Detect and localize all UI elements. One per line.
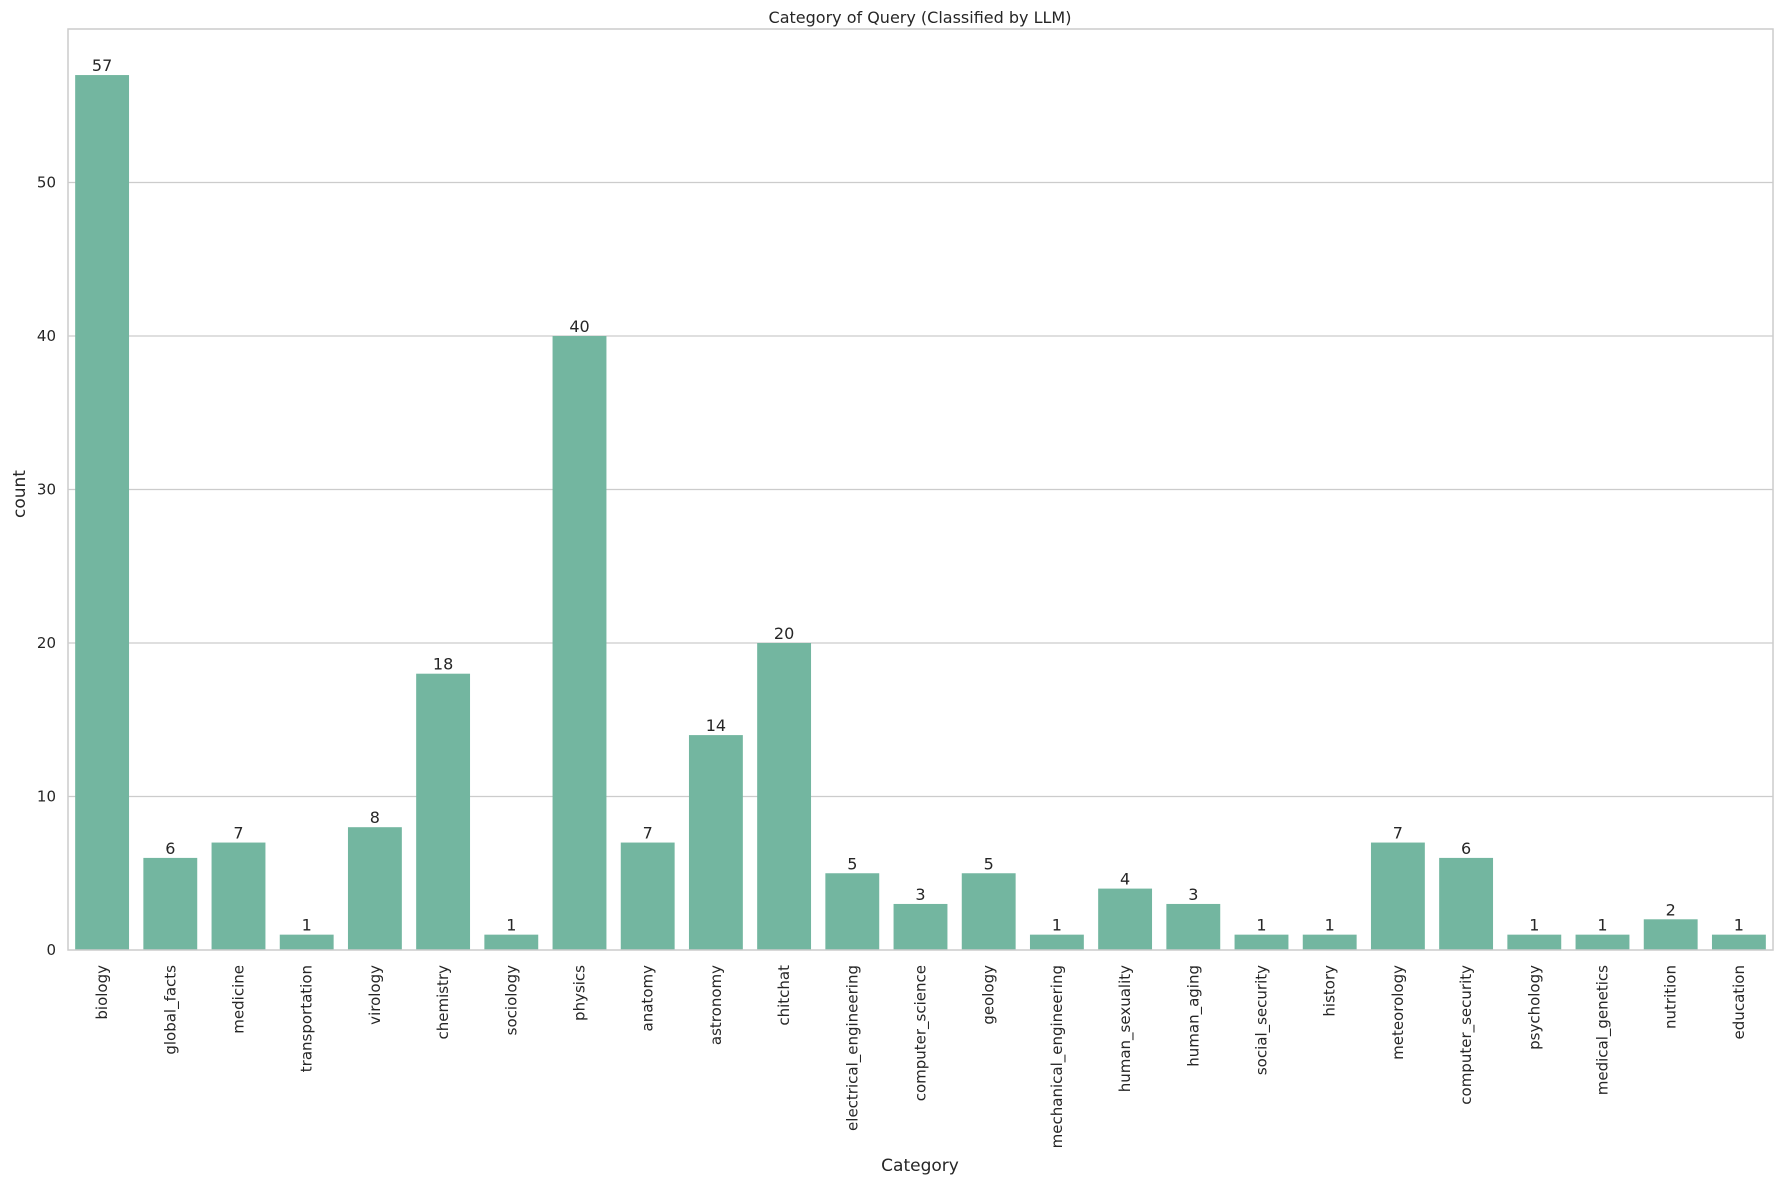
- bar: [279, 934, 334, 950]
- bar: [416, 673, 471, 950]
- x-tick-label: virology: [366, 965, 384, 1025]
- x-tick-label: sociology: [502, 965, 520, 1035]
- x-tick-label: electrical_engineering: [843, 965, 862, 1131]
- bar-value-label: 6: [1461, 839, 1471, 858]
- bars: [75, 75, 1766, 951]
- bar-value-label: 7: [643, 824, 653, 843]
- bar-value-label: 7: [233, 824, 243, 843]
- bar: [620, 842, 675, 950]
- x-tick-labels: biology global_facts medicine transportatio…: [93, 965, 1748, 1149]
- bar-value-label: 1: [506, 916, 516, 935]
- bar: [1098, 888, 1153, 950]
- bar-value-label: 3: [1188, 885, 1198, 904]
- bar-value-label: 1: [1734, 916, 1744, 935]
- x-tick-label: astronomy: [707, 965, 725, 1045]
- x-tick-label: medical_genetics: [1594, 965, 1613, 1095]
- bar: [961, 873, 1016, 950]
- x-tick-label: anatomy: [639, 965, 657, 1032]
- y-tick-label: 0: [46, 941, 56, 959]
- bar-value-label: 8: [370, 808, 380, 827]
- x-tick-label: chemistry: [434, 965, 452, 1040]
- y-axis-label: count: [10, 470, 30, 518]
- x-tick-label: biology: [93, 965, 111, 1020]
- bar-value-label: 4: [1120, 870, 1130, 889]
- bar: [1439, 857, 1494, 950]
- bar: [893, 903, 948, 950]
- bar: [552, 336, 607, 950]
- x-tick-label: education: [1730, 965, 1748, 1039]
- plot-border: [67, 28, 1774, 951]
- bar-value-label: 5: [984, 854, 994, 873]
- x-tick-label: medicine: [230, 965, 248, 1034]
- bar: [75, 75, 130, 951]
- bar-value-label: 1: [1256, 916, 1266, 935]
- x-tick-label: human_aging: [1184, 965, 1203, 1067]
- bar: [1507, 934, 1562, 950]
- bar-value-label: 7: [1393, 824, 1403, 843]
- y-tick-label: 20: [37, 634, 56, 652]
- bar-value-label: 2: [1666, 900, 1676, 919]
- y-tick-label: 50: [37, 174, 56, 192]
- y-tick-label: 30: [37, 481, 56, 499]
- x-axis-label: Category: [881, 1156, 959, 1176]
- x-tick-label: human_sexuality: [1116, 965, 1135, 1092]
- bar: [757, 643, 812, 950]
- bar-value-label: 1: [1325, 916, 1335, 935]
- bar: [347, 827, 402, 950]
- bar: [1711, 934, 1766, 950]
- bar: [1643, 919, 1698, 950]
- bar: [688, 735, 743, 950]
- bar: [1234, 934, 1289, 950]
- bar: [1029, 934, 1084, 950]
- x-tick-label: mechanical_engineering: [1048, 965, 1067, 1148]
- bar: [1370, 842, 1425, 950]
- x-tick-label: transportation: [298, 965, 316, 1072]
- bar-value-label: 5: [847, 854, 857, 873]
- bar-value-label: 40: [569, 317, 589, 336]
- bar-value-label: 57: [92, 56, 112, 75]
- y-tick-label: 40: [37, 327, 56, 345]
- bar-value-label: 6: [165, 839, 175, 858]
- bar-value-label: 3: [915, 885, 925, 904]
- x-tick-label: computer_security: [1457, 965, 1476, 1105]
- gridlines: [68, 181, 1773, 798]
- chart-title: Category of Query (Classified by LLM): [769, 8, 1072, 27]
- bar: [211, 842, 266, 950]
- x-tick-label: meteorology: [1389, 965, 1407, 1060]
- y-tick-label: 10: [37, 788, 56, 806]
- bar-value-label: 20: [774, 624, 794, 643]
- x-tick-label: computer_science: [912, 965, 931, 1101]
- bar-value-label: 1: [1597, 916, 1607, 935]
- x-tick-label: nutrition: [1662, 965, 1680, 1029]
- x-tick-label: global_facts: [161, 965, 180, 1055]
- x-tick-label: psychology: [1525, 965, 1543, 1050]
- bar-value-label: 1: [302, 916, 312, 935]
- x-tick-label: geology: [980, 965, 998, 1025]
- bar: [143, 857, 198, 950]
- bar: [825, 873, 880, 950]
- x-tick-label: chitchat: [775, 965, 793, 1026]
- bar: [1166, 903, 1221, 950]
- bar: [1302, 934, 1357, 950]
- bar: [484, 934, 539, 950]
- x-tick-label: physics: [571, 965, 589, 1021]
- bar-value-label: 18: [433, 655, 453, 674]
- y-tick-labels: 0 10 20 30 40 50: [37, 174, 56, 960]
- bar-value-label: 1: [1052, 916, 1062, 935]
- plot-frame: [67, 28, 1774, 951]
- bar-value-label: 1: [1529, 916, 1539, 935]
- x-tick-label: history: [1321, 965, 1339, 1017]
- bar: [1575, 934, 1630, 950]
- x-tick-label: social_security: [1253, 965, 1272, 1075]
- bar-value-label: 14: [706, 716, 726, 735]
